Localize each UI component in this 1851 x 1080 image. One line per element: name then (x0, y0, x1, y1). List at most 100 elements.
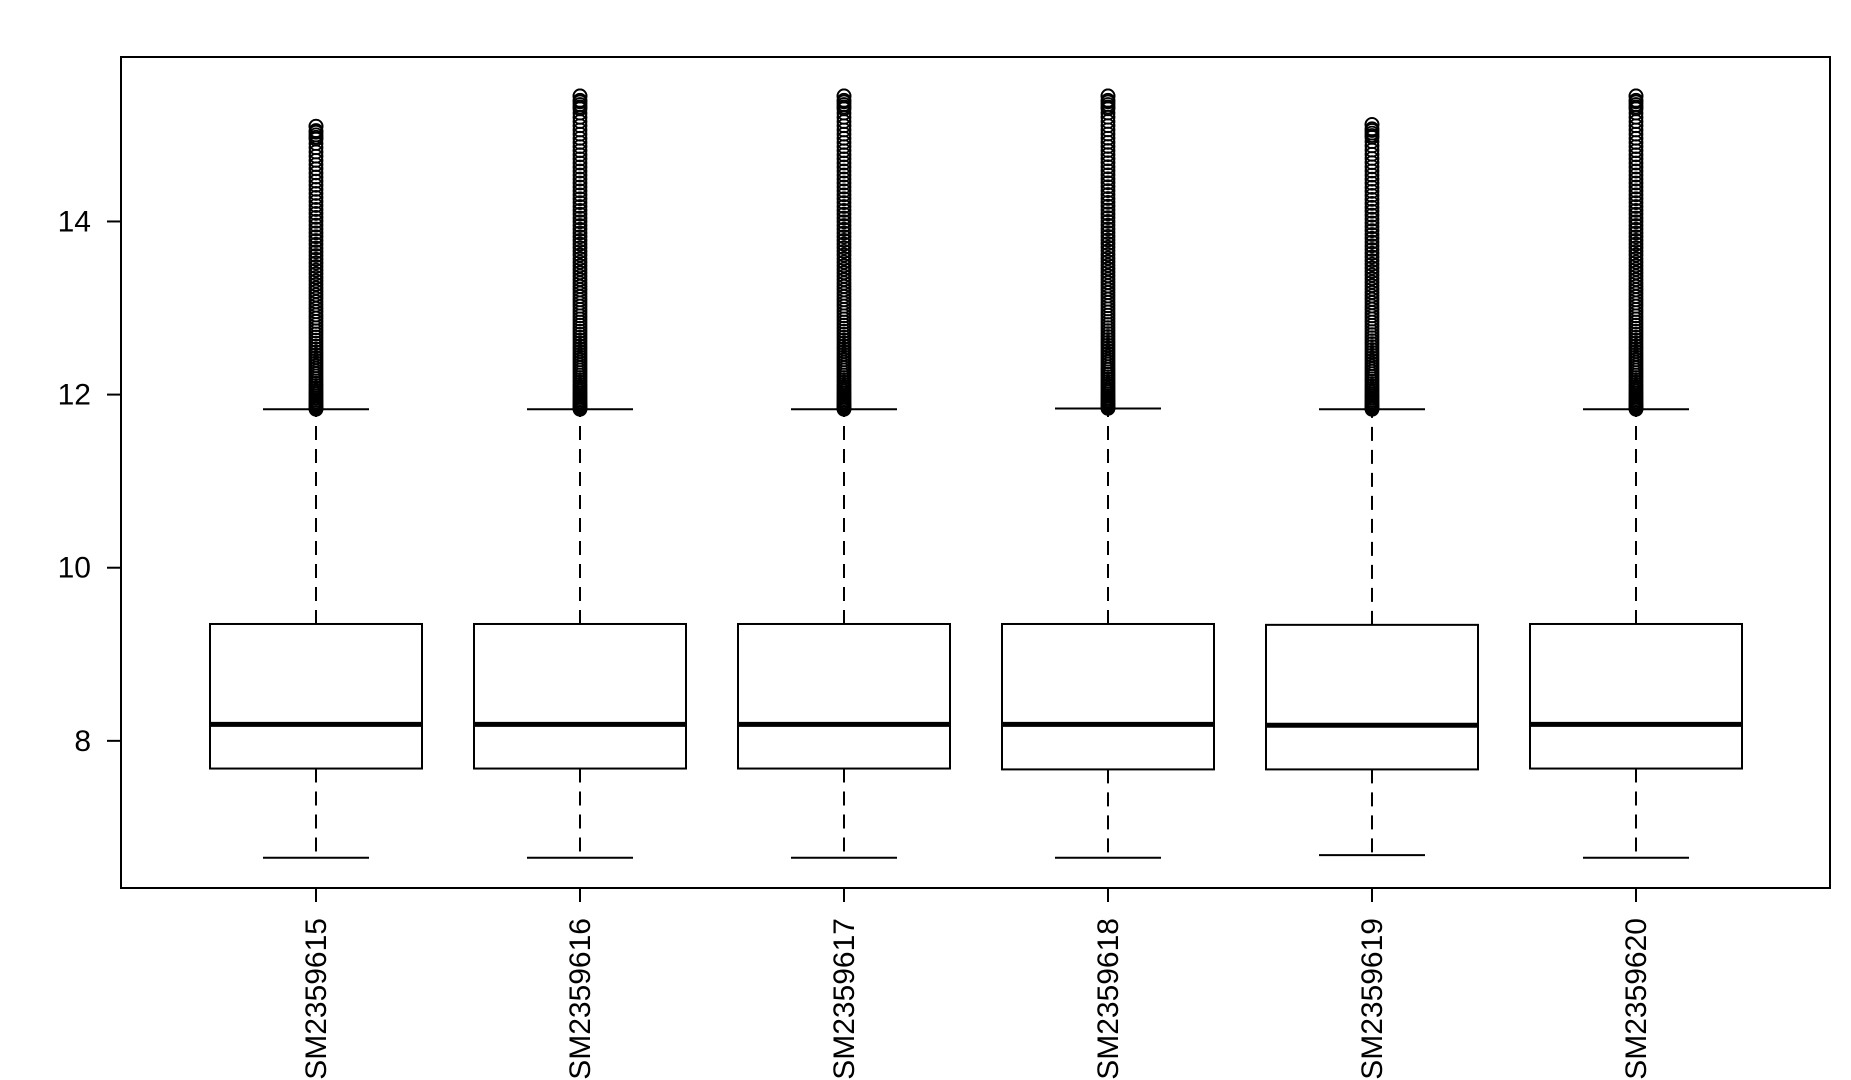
outlier-point (1100, 254, 1116, 270)
outlier-point (836, 202, 852, 218)
outlier-point (1100, 217, 1116, 233)
outlier-point (1100, 183, 1116, 199)
outlier-point (308, 273, 324, 289)
outlier-point (1364, 230, 1380, 246)
outlier-point (1364, 203, 1380, 219)
outlier-point (308, 229, 324, 245)
outlier-point (1628, 247, 1644, 263)
outlier-point (1364, 191, 1380, 207)
outlier-point (1364, 227, 1380, 242)
outlier-point (836, 88, 852, 104)
box-iqr (737, 622, 951, 770)
outlier-point (1628, 251, 1644, 266)
outlier-point (572, 206, 588, 222)
outlier-point (1628, 179, 1644, 195)
outlier-point (572, 210, 588, 226)
box-iqr (1265, 623, 1479, 771)
outlier-point (308, 221, 324, 237)
box-iqr (473, 622, 687, 770)
outlier-point (1628, 243, 1644, 259)
outlier-point (1628, 171, 1644, 187)
outlier-point (1100, 202, 1116, 218)
outlier-point (308, 240, 324, 256)
outlier-point (308, 198, 324, 213)
outlier-point (308, 209, 324, 225)
outlier-point (1364, 117, 1380, 132)
y-tick-label: 10 (58, 552, 91, 585)
outlier-point (1100, 225, 1116, 241)
outlier-point (1364, 253, 1380, 268)
outlier-point (572, 175, 588, 191)
outlier-point (836, 233, 852, 248)
outlier-point (1628, 240, 1644, 256)
x-axis: GSM2359615 GSM2359616 GSM2359617 GSM2359618… (300, 887, 1653, 1080)
box-group (1001, 88, 1215, 859)
outlier-point (836, 171, 852, 187)
outlier-point (836, 225, 852, 241)
outlier-point (1100, 88, 1116, 104)
outlier-point (1628, 191, 1644, 207)
outlier-point (1100, 179, 1116, 195)
outlier-point (308, 129, 324, 145)
outlier-point (836, 214, 852, 230)
outlier-point (1628, 167, 1644, 183)
outlier-point (1100, 167, 1116, 183)
outlier-point (572, 214, 588, 230)
outlier-point (572, 251, 588, 266)
outlier-point (836, 229, 852, 245)
box-iqr (209, 622, 423, 770)
boxes-layer (209, 88, 1743, 859)
outlier-point (1628, 187, 1644, 203)
outlier-point (572, 94, 588, 110)
outlier-point (572, 195, 588, 211)
y-axis: 8 10 12 14 (58, 205, 122, 758)
outlier-point (1100, 194, 1116, 210)
outlier-point (836, 187, 852, 203)
outlier-point (308, 251, 324, 267)
outlier-point (572, 247, 588, 263)
outlier-point (308, 206, 324, 221)
outlier-point (572, 233, 588, 248)
outlier-point (572, 240, 588, 256)
outlier-point (1100, 236, 1116, 252)
outlier-point (308, 266, 324, 282)
outlier-point (1100, 210, 1116, 226)
outlier-point (1100, 243, 1116, 259)
y-tick-label: 12 (58, 379, 91, 412)
outlier-point (836, 183, 852, 199)
outlier-point (572, 225, 588, 241)
outlier-point (1364, 211, 1380, 227)
x-tick-label: GSM2359618 (1092, 918, 1125, 1080)
outlier-point (572, 229, 588, 245)
outlier-point (836, 206, 852, 222)
outlier-point (1100, 214, 1116, 229)
outlier-point (308, 262, 324, 278)
outlier-point (836, 199, 852, 214)
outlier-point (1364, 267, 1380, 283)
outlier-point (308, 248, 324, 263)
x-tick-label: GSM2359620 (1620, 918, 1653, 1080)
outlier-point (572, 218, 588, 233)
outlier-point (1628, 225, 1644, 241)
outlier-point (572, 183, 588, 199)
outlier-point (572, 179, 588, 195)
outlier-point (1364, 195, 1380, 211)
box-group (209, 118, 423, 859)
outlier-point (1628, 99, 1644, 115)
outlier-point (836, 218, 852, 233)
y-tick-label: 14 (58, 205, 91, 238)
outlier-point (836, 236, 852, 252)
outlier-point (1100, 191, 1116, 206)
outlier-point (1628, 195, 1644, 211)
outlier-point (572, 171, 588, 187)
box-iqr (1529, 622, 1743, 770)
outlier-point (1364, 242, 1380, 257)
outlier-point (1364, 234, 1380, 250)
outlier-point (836, 221, 852, 237)
outlier-point (1364, 123, 1380, 138)
outlier-point (308, 233, 324, 248)
outlier-point (836, 94, 852, 110)
x-tick-label: GSM2359617 (828, 918, 861, 1080)
outlier-point (1628, 221, 1644, 237)
outlier-point (836, 179, 852, 195)
